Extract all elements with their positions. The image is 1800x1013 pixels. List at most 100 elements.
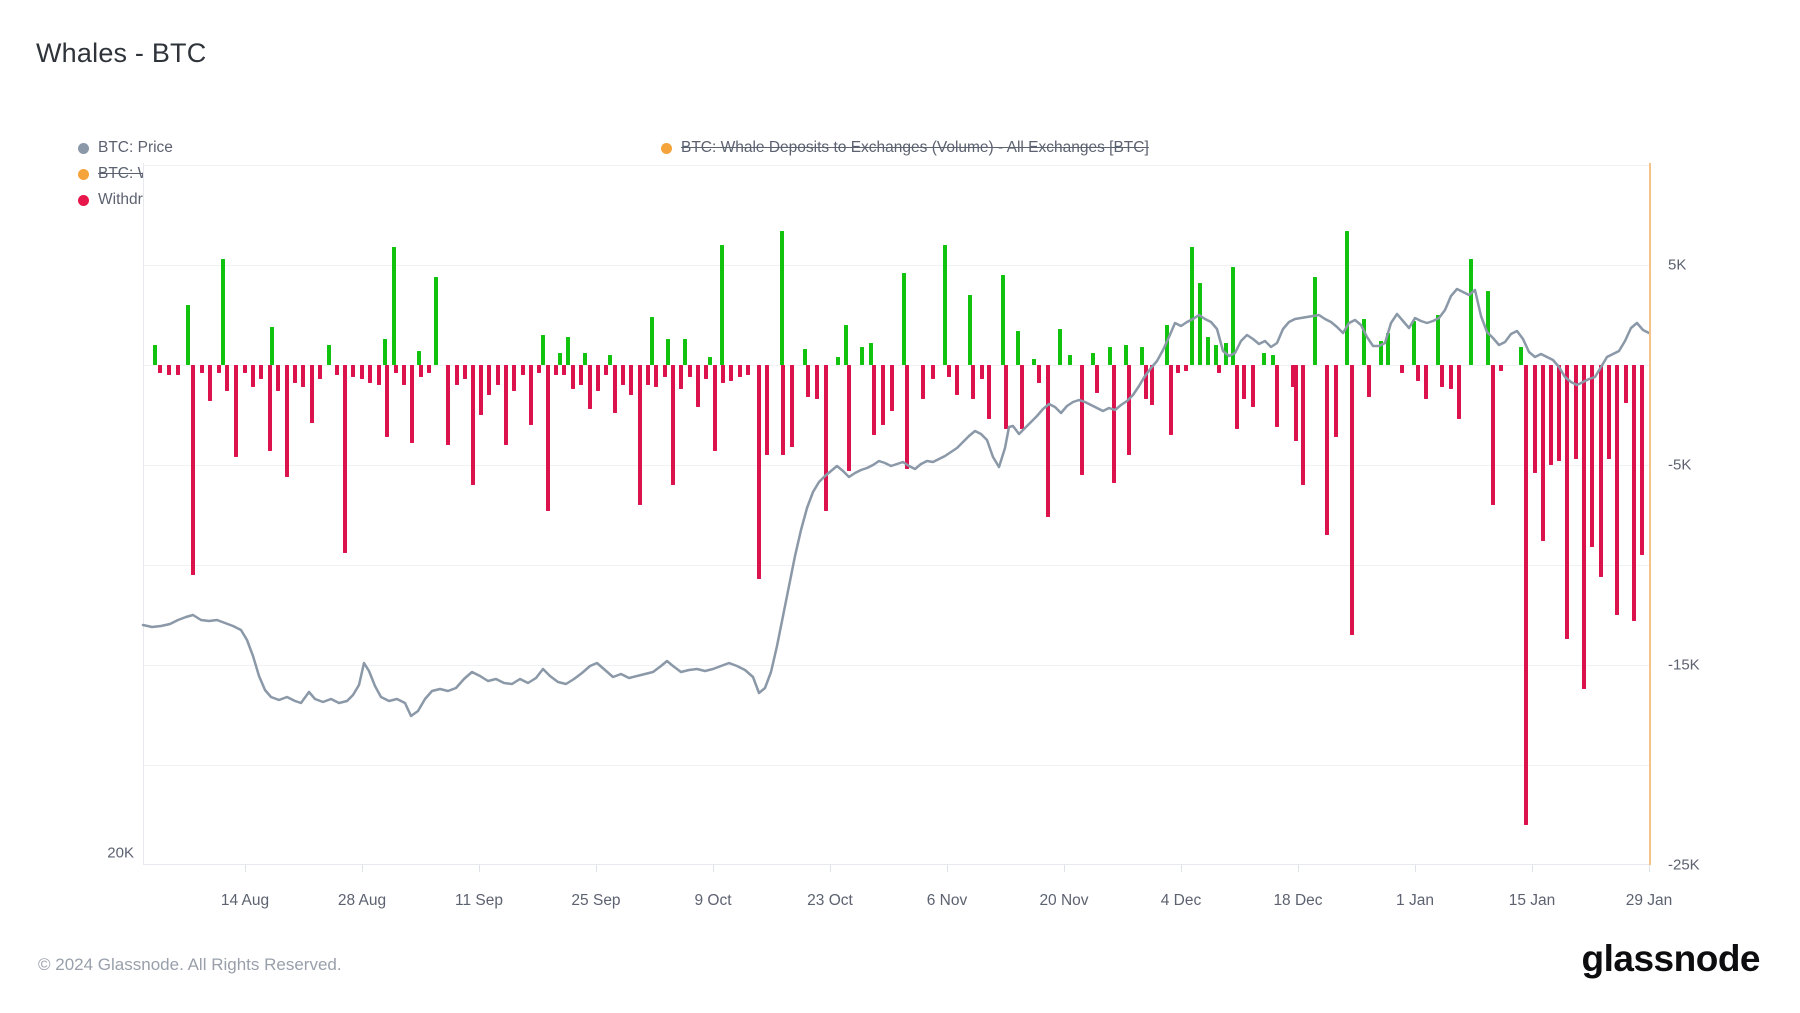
deposit-bar: [1001, 275, 1005, 365]
withdraw-bar: [529, 365, 533, 425]
withdraw-bar: [746, 365, 750, 375]
withdraw-bar: [1235, 365, 1239, 429]
withdraw-bar: [217, 365, 221, 373]
deposit-bar: [666, 339, 670, 365]
deposit-bar: [1271, 355, 1275, 365]
withdraw-bar: [471, 365, 475, 485]
x-axis-tick: [1532, 865, 1533, 872]
x-axis-tick: [1415, 865, 1416, 872]
h-gridline: [143, 265, 1649, 266]
y-axis-right-label: 5K: [1668, 256, 1687, 274]
y-axis-right-label: -5K: [1668, 456, 1692, 474]
deposit-bar: [1165, 325, 1169, 365]
withdraw-bar: [679, 365, 683, 389]
deposit-bar: [1206, 337, 1210, 365]
withdraw-bar: [1184, 365, 1188, 371]
withdraw-bar: [629, 365, 633, 395]
withdraw-bar: [301, 365, 305, 387]
deposit-bar: [968, 295, 972, 365]
legend-dot-btc-price: [78, 142, 89, 154]
x-axis-tick: [245, 865, 246, 872]
legend-item-btc-price[interactable]: BTC: Price: [78, 137, 173, 159]
withdraw-bar: [463, 365, 467, 379]
withdraw-bar: [1565, 365, 1569, 639]
withdraw-bar: [1524, 365, 1528, 825]
withdraw-bar: [1367, 365, 1371, 397]
withdraw-bar: [688, 365, 692, 377]
withdraw-bar: [1095, 365, 1099, 393]
withdraw-bar: [781, 365, 785, 455]
withdraw-bar: [158, 365, 162, 373]
withdraw-bar: [293, 365, 297, 383]
deposit-bar: [869, 343, 873, 365]
withdraw-bar: [1275, 365, 1279, 427]
deposit-bar: [186, 305, 190, 365]
withdraw-bar: [360, 365, 364, 379]
withdraw-bar: [729, 365, 733, 381]
withdraw-bar: [1599, 365, 1603, 577]
withdraw-bar: [1112, 365, 1116, 483]
deposit-bar: [1486, 291, 1490, 365]
deposit-bar: [583, 353, 587, 365]
withdraw-bar: [1144, 365, 1148, 399]
withdraw-bar: [1242, 365, 1246, 399]
x-axis-tick: [1181, 865, 1182, 872]
deposit-bar: [803, 349, 807, 365]
withdraw-bar: [377, 365, 381, 385]
deposit-bar: [1140, 347, 1144, 365]
deposit-bar: [434, 277, 438, 365]
deposit-bar: [943, 245, 947, 365]
withdraw-bar: [947, 365, 951, 377]
withdraw-bar: [613, 365, 617, 413]
h-gridline: [143, 365, 1649, 366]
x-axis-label: 1 Jan: [1396, 892, 1434, 909]
withdraw-bar: [596, 365, 600, 391]
withdraw-bar: [571, 365, 575, 389]
deposit-bar: [1231, 267, 1235, 365]
x-axis-label: 11 Sep: [455, 892, 503, 909]
withdraw-bar: [824, 365, 828, 511]
withdraw-bar: [713, 365, 717, 451]
chart-plot-area: [141, 163, 1651, 865]
withdraw-bar: [1127, 365, 1131, 455]
price-line: [141, 287, 1651, 718]
legend-label-btc-price: BTC: Price: [98, 139, 173, 156]
legend-dot-whale-deposits: [661, 142, 672, 154]
x-axis-tick: [947, 865, 948, 872]
withdraw-bar: [176, 365, 180, 375]
withdraw-bar: [521, 365, 525, 375]
x-axis-tick: [362, 865, 363, 872]
deposit-bar: [650, 317, 654, 365]
withdraw-bar: [1615, 365, 1619, 615]
withdraw-bar: [646, 365, 650, 385]
withdraw-bar: [1294, 365, 1298, 441]
x-axis-tick: [1298, 865, 1299, 872]
withdraw-bar: [881, 365, 885, 425]
withdraw-bar: [427, 365, 431, 373]
withdraw-bar: [1169, 365, 1173, 435]
legend-item-whale-deposits[interactable]: BTC: Whale Deposits to Exchanges (Volume…: [661, 137, 1149, 159]
withdraw-bar: [806, 365, 810, 397]
withdraw-bar: [1176, 365, 1180, 373]
deposit-bar: [860, 347, 864, 365]
withdraw-bar: [310, 365, 314, 423]
withdraw-bar: [955, 365, 959, 395]
withdraw-bar: [971, 365, 975, 399]
withdraw-bar: [671, 365, 675, 485]
withdraw-bar: [1557, 365, 1561, 461]
withdraw-bar: [1582, 365, 1586, 689]
withdraw-bar: [1449, 365, 1453, 389]
withdraw-bar: [588, 365, 592, 409]
withdraw-bar: [1080, 365, 1084, 475]
withdraw-bar: [654, 365, 658, 387]
withdraw-bar: [234, 365, 238, 457]
withdraw-bar: [243, 365, 247, 373]
deposit-bar: [1058, 329, 1062, 365]
withdraw-bar: [1325, 365, 1329, 535]
withdraw-bar: [638, 365, 642, 505]
withdraw-bar: [191, 365, 195, 575]
deposit-bar: [566, 337, 570, 365]
h-gridline: [143, 665, 1649, 666]
y-axis-right-label: -15K: [1668, 656, 1700, 674]
